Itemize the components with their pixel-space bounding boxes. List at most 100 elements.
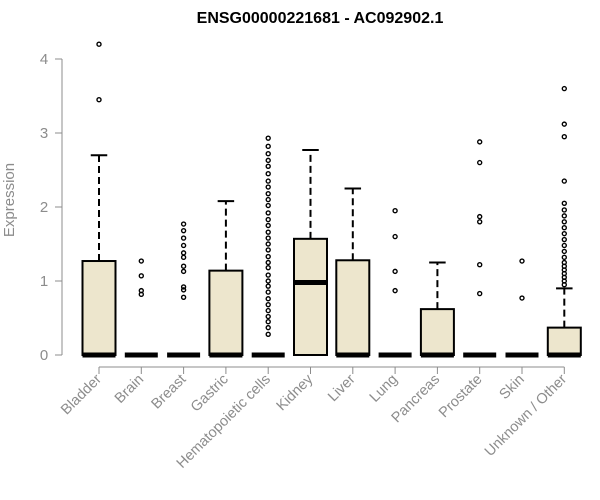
outlier-point: [265, 283, 271, 289]
outlier-point: [265, 272, 271, 278]
outlier-point: [265, 247, 271, 253]
box-liver: [335, 187, 371, 358]
box-kidney: [293, 149, 328, 357]
outlier-point: [180, 254, 187, 261]
y-tick-label: 1: [40, 273, 48, 290]
outlier-point: [265, 331, 271, 337]
box-prostate: [463, 139, 497, 358]
outlier-point: [561, 121, 567, 127]
outlier-point: [477, 213, 483, 220]
y-tick-label: 4: [40, 51, 48, 68]
outlier-point: [392, 233, 398, 240]
outlier-point: [265, 307, 271, 314]
box-body: [335, 259, 371, 356]
outlier-point: [561, 230, 567, 237]
outlier-point: [265, 229, 271, 235]
outlier-point: [392, 207, 398, 214]
outlier-point: [138, 287, 145, 294]
outlier-point: [265, 296, 271, 302]
outlier-point: [392, 287, 398, 294]
outlier-point: [561, 248, 567, 255]
outlier-point: [561, 178, 567, 184]
outlier-point: [265, 170, 271, 177]
outlier-point: [180, 284, 187, 290]
x-tick-label: Bladder: [58, 371, 105, 418]
outlier-point: [96, 41, 102, 47]
outlier-point: [180, 294, 187, 300]
outlier-point: [265, 301, 271, 308]
x-tick-label: Lung: [367, 372, 401, 406]
outlier-point: [265, 184, 271, 190]
outlier-point: [477, 139, 483, 145]
outlier-point: [265, 190, 271, 197]
box-brain: [124, 258, 158, 358]
y-axis: 0 1 2 3 4: [40, 51, 63, 364]
x-tick-label: Skin: [497, 372, 528, 403]
outlier-point: [180, 221, 187, 227]
y-tick-label: 0: [40, 347, 48, 364]
outlier-point: [180, 268, 187, 275]
box-breast: [167, 221, 201, 358]
x-tick-label: Prostate: [436, 372, 485, 421]
x-tick-label: Brain: [112, 372, 147, 407]
box-body: [81, 260, 117, 356]
outlier-point: [180, 287, 187, 293]
outlier-point: [561, 242, 567, 249]
outlier-point: [265, 178, 271, 184]
outlier-point: [265, 264, 271, 271]
outlier-point: [265, 157, 271, 164]
boxes-group: [81, 41, 582, 358]
x-tick-label: Liver: [325, 371, 359, 405]
outlier-point: [180, 250, 187, 256]
outlier-point: [477, 262, 483, 268]
outlier-point: [265, 289, 271, 295]
outlier-point: [561, 236, 567, 243]
outlier-point: [561, 207, 567, 213]
box-body: [419, 308, 455, 356]
outlier-point: [180, 235, 187, 241]
chart-title: ENSG00000221681 - AC092902.1: [197, 10, 444, 27]
outlier-point: [561, 200, 567, 207]
outlier-point: [265, 313, 271, 320]
outlier-point: [519, 295, 525, 301]
outlier-point: [265, 235, 271, 241]
outlier-point: [477, 159, 483, 166]
outlier-point: [561, 225, 567, 231]
x-tick-label: Kidney: [274, 371, 317, 414]
y-tick-label: 3: [40, 125, 48, 142]
outlier-point: [265, 259, 271, 266]
outlier-point: [265, 196, 271, 203]
box-lung: [378, 207, 412, 358]
outlier-point: [561, 133, 567, 140]
outlier-point: [96, 96, 102, 103]
outlier-point: [265, 202, 271, 209]
box-skin: [505, 258, 539, 358]
outlier-point: [265, 151, 271, 157]
x-tick-label: Breast: [148, 372, 189, 413]
box-body: [293, 237, 328, 357]
outlier-point: [561, 259, 567, 266]
box-body: [546, 326, 582, 356]
outlier-point: [265, 324, 271, 331]
outlier-point: [180, 242, 187, 249]
outlier-point: [477, 219, 483, 225]
outlier-point: [265, 163, 271, 170]
outlier-point: [561, 254, 567, 261]
box-body: [208, 269, 244, 357]
outlier-point: [392, 268, 398, 275]
x-tick-label: Unknown / Other: [482, 371, 570, 459]
outlier-point: [265, 222, 271, 229]
outlier-point: [180, 263, 187, 269]
outlier-point: [265, 210, 271, 216]
outlier-point: [561, 85, 567, 92]
outlier-point: [265, 216, 271, 223]
outlier-point: [180, 227, 187, 234]
box-bladder: [81, 41, 117, 358]
box-pancreas: [419, 261, 455, 358]
outlier-point: [561, 213, 567, 219]
outlier-point: [561, 219, 567, 225]
outlier-point: [138, 273, 145, 279]
outlier-point: [265, 143, 271, 150]
